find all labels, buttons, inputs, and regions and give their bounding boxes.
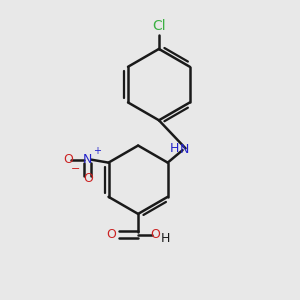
Text: O: O: [150, 228, 160, 241]
Text: N: N: [179, 143, 189, 156]
Text: O: O: [106, 228, 116, 241]
Text: H: H: [161, 232, 170, 245]
Text: N: N: [83, 153, 92, 166]
Text: +: +: [93, 146, 101, 156]
Text: −: −: [71, 164, 80, 174]
Text: O: O: [63, 153, 73, 166]
Text: O: O: [83, 172, 93, 185]
Text: Cl: Cl: [152, 19, 166, 33]
Text: H: H: [169, 142, 179, 155]
